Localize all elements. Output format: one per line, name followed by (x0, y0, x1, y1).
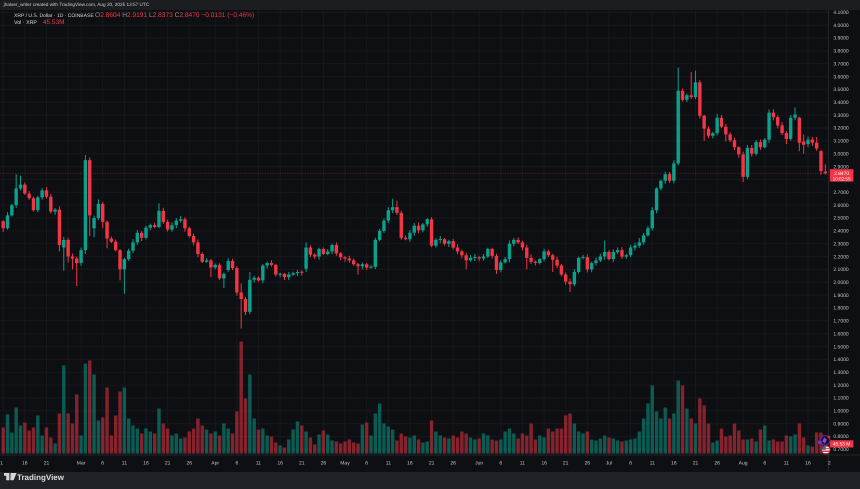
svg-text:1: 1 (0, 460, 3, 466)
svg-text:10:02:55: 10:02:55 (833, 176, 851, 181)
svg-text:1.6000: 1.6000 (833, 331, 849, 337)
svg-text:6: 6 (499, 460, 502, 466)
svg-text:16: 16 (22, 460, 28, 466)
svg-text:16: 16 (407, 460, 413, 466)
svg-text:May: May (340, 460, 350, 466)
svg-text:Aug: Aug (739, 460, 748, 466)
svg-text:0.9000: 0.9000 (833, 421, 849, 427)
svg-text:3.5000: 3.5000 (833, 87, 849, 93)
svg-text:2.6000: 2.6000 (833, 203, 849, 209)
svg-text:Apr: Apr (211, 460, 219, 466)
svg-text:3.8000: 3.8000 (833, 49, 849, 55)
svg-text:21: 21 (165, 460, 171, 466)
svg-text:Jun: Jun (475, 460, 483, 466)
svg-text:6: 6 (236, 460, 239, 466)
svg-text:26: 26 (714, 460, 720, 466)
svg-text:26: 26 (187, 460, 193, 466)
svg-text:16: 16 (143, 460, 149, 466)
svg-text:1.8000: 1.8000 (833, 306, 849, 312)
svg-text:26: 26 (450, 460, 456, 466)
svg-text:1.7000: 1.7000 (833, 319, 849, 325)
svg-text:21: 21 (563, 460, 569, 466)
svg-text:1.2000: 1.2000 (833, 383, 849, 389)
svg-text:6: 6 (763, 460, 766, 466)
svg-text:21: 21 (299, 460, 305, 466)
svg-text:1.0000: 1.0000 (833, 409, 849, 415)
svg-text:1.5000: 1.5000 (833, 344, 849, 350)
svg-text:2.4000: 2.4000 (833, 229, 849, 235)
svg-text:21: 21 (429, 460, 435, 466)
svg-text:3.2000: 3.2000 (833, 126, 849, 132)
svg-text:3.1000: 3.1000 (833, 139, 849, 145)
svg-text:2.9000: 2.9000 (833, 164, 849, 170)
svg-text:Jul: Jul (606, 460, 612, 466)
svg-text:Mar: Mar (77, 460, 86, 466)
svg-text:21: 21 (693, 460, 699, 466)
svg-text:11: 11 (650, 460, 655, 466)
svg-text:3.3000: 3.3000 (833, 113, 849, 119)
svg-text:1.3000: 1.3000 (833, 370, 849, 376)
svg-text:2.8470: 2.8470 (834, 171, 849, 177)
svg-text:2.2000: 2.2000 (833, 254, 849, 260)
svg-text:4.0000: 4.0000 (833, 23, 849, 29)
svg-text:1.9000: 1.9000 (833, 293, 849, 299)
svg-text:0.8000: 0.8000 (833, 434, 849, 440)
svg-text:16: 16 (805, 460, 811, 466)
svg-text:2.3000: 2.3000 (833, 241, 849, 247)
svg-text:2.1000: 2.1000 (833, 267, 849, 273)
svg-text:11: 11 (784, 460, 789, 466)
svg-text:6: 6 (101, 460, 104, 466)
svg-text:3.6000: 3.6000 (833, 74, 849, 80)
svg-text:11: 11 (122, 460, 127, 466)
svg-text:16: 16 (671, 460, 677, 466)
svg-text:1.1000: 1.1000 (833, 396, 849, 402)
svg-text:3.9000: 3.9000 (833, 36, 849, 42)
svg-text:16: 16 (277, 460, 283, 466)
svg-text:3.4000: 3.4000 (833, 100, 849, 106)
svg-text:0.7000: 0.7000 (833, 447, 849, 453)
svg-text:2.0000: 2.0000 (833, 280, 849, 286)
svg-text:21: 21 (44, 460, 50, 466)
svg-text:11: 11 (520, 460, 525, 466)
svg-text:45.53 M: 45.53 M (833, 442, 850, 448)
svg-text:2.5000: 2.5000 (833, 216, 849, 222)
svg-text:6: 6 (365, 460, 368, 466)
svg-text:4.1000: 4.1000 (833, 10, 849, 16)
svg-text:3.0000: 3.0000 (833, 151, 849, 157)
svg-text:1.4000: 1.4000 (833, 357, 849, 363)
svg-text:11: 11 (256, 460, 261, 466)
svg-text:2: 2 (828, 460, 831, 466)
svg-text:3.7000: 3.7000 (833, 61, 849, 67)
svg-text:26: 26 (321, 460, 327, 466)
svg-text:26: 26 (585, 460, 591, 466)
svg-text:6: 6 (629, 460, 632, 466)
svg-text:11: 11 (386, 460, 391, 466)
svg-text:2.7000: 2.7000 (833, 190, 849, 196)
svg-text:16: 16 (541, 460, 547, 466)
